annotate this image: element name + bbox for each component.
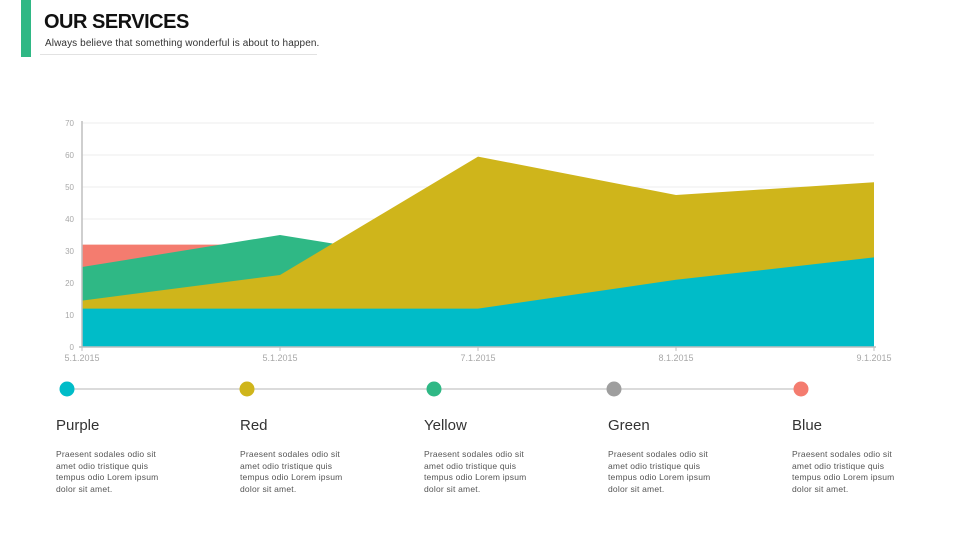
y-tick-label: 40 <box>65 215 74 224</box>
timeline-dot <box>59 381 75 397</box>
y-tick-label: 30 <box>65 247 74 256</box>
service-title-red: Red <box>240 417 268 434</box>
x-tick-label: 8.1.2015 <box>658 353 693 363</box>
page-subtitle: Always believe that something wonderful … <box>45 38 320 49</box>
service-text-purple: Praesent sodales odio sit amet odio tris… <box>56 449 159 494</box>
y-tick-label: 60 <box>65 151 74 160</box>
accent-bar <box>21 0 31 57</box>
timeline-dot <box>239 381 255 397</box>
y-tick-label: 10 <box>65 311 74 320</box>
subtitle-divider <box>40 54 317 55</box>
chart-axes <box>79 121 876 351</box>
timeline-dot <box>793 381 809 397</box>
timeline-dot <box>606 381 622 397</box>
timeline-dot <box>426 381 442 397</box>
y-axis-ticks: 0 10 20 30 40 50 60 70 <box>65 119 74 352</box>
page-title: OUR SERVICES <box>44 11 189 33</box>
service-text-yellow: Praesent sodales odio sit amet odio tris… <box>424 449 527 494</box>
area-series-3 <box>82 257 874 347</box>
x-axis-ticks: 5.1.2015 5.1.2015 7.1.2015 8.1.2015 9.1.2015 <box>64 353 891 363</box>
y-tick-label: 70 <box>65 119 74 128</box>
service-title-blue: Blue <box>792 417 823 434</box>
x-tick-label: 5.1.2015 <box>64 353 99 363</box>
y-tick-label: 50 <box>65 183 74 192</box>
timeline <box>59 381 809 397</box>
service-title-green: Green <box>608 417 650 434</box>
y-tick-label: 20 <box>65 279 74 288</box>
service-text-red: Praesent sodales odio sit amet odio tris… <box>240 449 343 494</box>
service-text-blue: Praesent sodales odio sit amet odio tris… <box>792 449 895 494</box>
service-title-yellow: Yellow <box>424 417 467 434</box>
service-text-green: Praesent sodales odio sit amet odio tris… <box>608 449 711 494</box>
chart-areas <box>82 156 874 347</box>
x-tick-label: 5.1.2015 <box>262 353 297 363</box>
y-tick-label: 0 <box>70 343 75 352</box>
service-title-purple: Purple <box>56 417 100 434</box>
x-tick-label: 9.1.2015 <box>856 353 891 363</box>
x-tick-label: 7.1.2015 <box>460 353 495 363</box>
